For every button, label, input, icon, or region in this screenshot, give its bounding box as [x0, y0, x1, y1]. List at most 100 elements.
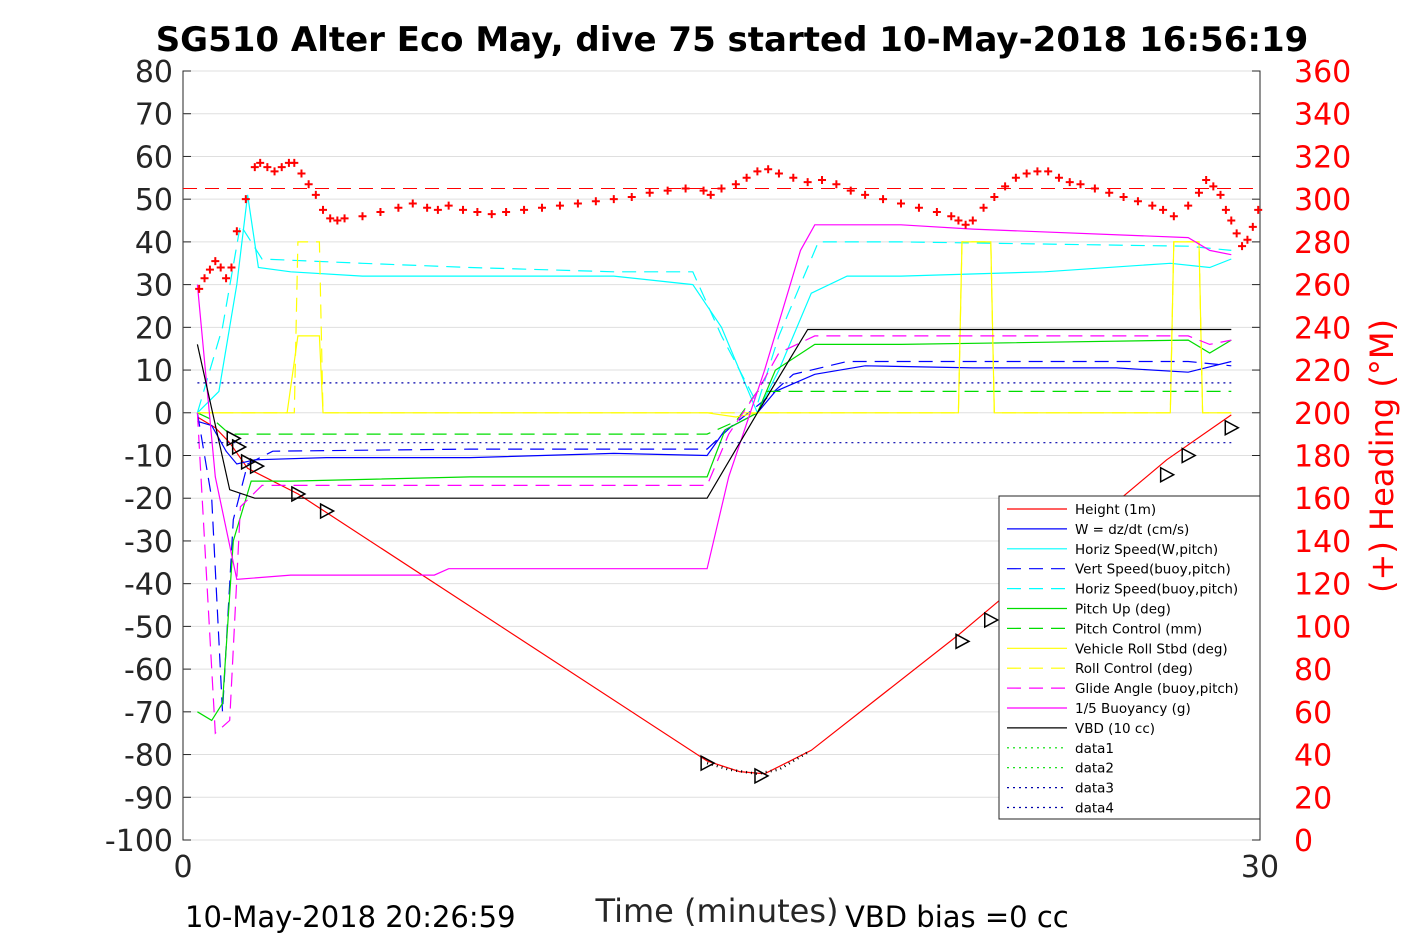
- heading-point-48: [742, 173, 751, 182]
- legend-label-14: data3: [1075, 781, 1114, 797]
- legend-label-2: Horiz Speed(W,pitch): [1075, 542, 1218, 558]
- heading-point-51: [774, 169, 783, 178]
- series-line-1: [197, 360, 1232, 465]
- y-right-tick-label-5: 260: [1294, 269, 1351, 304]
- heading-point-6: [227, 263, 236, 272]
- y-tick-label-2: 60: [135, 140, 173, 175]
- heading-point-44: [699, 186, 708, 195]
- gc-marker-7: [754, 767, 770, 785]
- heading-point-16: [297, 169, 306, 178]
- heading-point-18: [311, 190, 320, 199]
- heading-point-23: [358, 212, 367, 221]
- series-line-2: [196, 194, 1232, 415]
- footer-vbd-bias: VBD bias =0 cc: [845, 900, 1069, 934]
- heading-point-67: [990, 193, 999, 202]
- heading-point-73: [1054, 173, 1063, 182]
- heading-point-41: [645, 188, 654, 197]
- y-right-tick-label-9: 180: [1294, 440, 1351, 475]
- heading-point-45: [706, 190, 715, 199]
- y-right-tick-label-13: 100: [1294, 610, 1351, 645]
- gc-marker-8: [955, 633, 971, 650]
- y-tick-label-16: -80: [124, 739, 173, 774]
- heading-point-87: [1216, 190, 1225, 199]
- legend-label-7: Vehicle Roll Stbd (deg): [1075, 641, 1228, 657]
- heading-point-66: [979, 203, 988, 212]
- gc-marker-11: [1181, 447, 1197, 464]
- heading-point-21: [333, 216, 342, 225]
- legend-label-10: 1/5 Buoyancy (g): [1075, 701, 1191, 717]
- heading-point-71: [1033, 167, 1042, 176]
- right-axis-ticks: 3603403203002802602402202001801601401201…: [1252, 55, 1351, 859]
- legend-label-6: Pitch Control (mm): [1075, 621, 1202, 637]
- heading-point-63: [954, 216, 963, 225]
- series-line-5: [197, 339, 1232, 722]
- heading-point-52: [789, 173, 798, 182]
- x-axis-ticks: 0 30: [173, 832, 1279, 885]
- right-axis-label: (+) Heading (°M): [1363, 319, 1401, 593]
- y-tick-label-10: -20: [124, 482, 173, 517]
- heading-point-72: [1044, 167, 1053, 176]
- legend-label-9: Glide Angle (buoy,pitch): [1075, 681, 1239, 697]
- y-tick-label-4: 40: [135, 226, 173, 261]
- heading-point-17: [304, 180, 313, 189]
- y-tick-label-17: -90: [124, 781, 173, 816]
- gc-marker-3: [249, 457, 266, 475]
- heading-point-74: [1065, 178, 1074, 187]
- heading-point-30: [459, 205, 468, 214]
- gc-marker-12: [1224, 419, 1240, 436]
- heading-point-59: [897, 199, 905, 208]
- y-right-tick-label-11: 140: [1294, 525, 1351, 560]
- legend-label-11: VBD (10 cc): [1075, 721, 1155, 737]
- heading-point-15: [290, 158, 299, 167]
- heading-point-89: [1227, 216, 1236, 225]
- heading-point-27: [423, 203, 432, 212]
- y-tick-label-6: 20: [135, 311, 173, 346]
- heading-point-56: [846, 186, 855, 195]
- heading-point-82: [1169, 212, 1178, 221]
- heading-point-62: [947, 212, 956, 221]
- y-tick-label-1: 70: [135, 98, 173, 133]
- heading-point-0: [195, 284, 204, 293]
- legend-label-8: Roll Control (deg): [1075, 661, 1193, 677]
- heading-point-37: [573, 199, 582, 208]
- heading-point-28: [433, 205, 442, 214]
- heading-point-13: [277, 163, 286, 172]
- y-right-tick-label-8: 200: [1294, 397, 1351, 432]
- heading-point-1: [200, 274, 209, 283]
- gc-marker-0: [226, 430, 242, 447]
- heading-point-5: [222, 274, 231, 283]
- y-right-tick-label-7: 220: [1294, 354, 1351, 389]
- heading-point-32: [487, 210, 496, 219]
- gc-marker-1: [231, 438, 248, 456]
- legend-label-13: data2: [1075, 761, 1114, 777]
- heading-point-12: [270, 167, 279, 176]
- y-right-tick-label-14: 80: [1294, 653, 1332, 688]
- heading-point-22: [340, 214, 349, 223]
- legend-label-12: data1: [1075, 741, 1114, 757]
- y-tick-label-9: -10: [124, 440, 173, 475]
- marker-layer: [226, 419, 1240, 785]
- legend: Height (1m) W = dz/dt (cm/s) Horiz Speed(W…: [998, 495, 1261, 820]
- y-right-tick-label-16: 40: [1294, 739, 1332, 774]
- series-line-8: [197, 241, 1232, 414]
- heading-point-94: [1254, 205, 1263, 214]
- chart-title: SG510 Alter Eco May, dive 75 started 10-…: [156, 20, 1309, 60]
- y-right-tick-label-0: 360: [1294, 55, 1351, 90]
- y-right-tick-label-1: 340: [1294, 98, 1351, 133]
- heading-point-50: [764, 165, 773, 174]
- y-right-tick-label-3: 300: [1294, 183, 1351, 218]
- y-tick-label-12: -40: [124, 568, 173, 603]
- heading-point-58: [879, 195, 888, 204]
- y-right-tick-label-4: 280: [1294, 226, 1351, 261]
- heading-point-86: [1209, 182, 1218, 191]
- heading-point-69: [1011, 173, 1020, 182]
- y-tick-label-0: 80: [135, 55, 173, 90]
- heading-point-70: [1022, 169, 1031, 178]
- heading-point-26: [408, 199, 417, 208]
- heading-point-60: [914, 203, 923, 212]
- heading-point-68: [1001, 182, 1010, 191]
- heading-point-83: [1184, 201, 1193, 210]
- y-right-tick-label-18: 0: [1294, 824, 1313, 859]
- y-tick-label-5: 30: [135, 269, 173, 304]
